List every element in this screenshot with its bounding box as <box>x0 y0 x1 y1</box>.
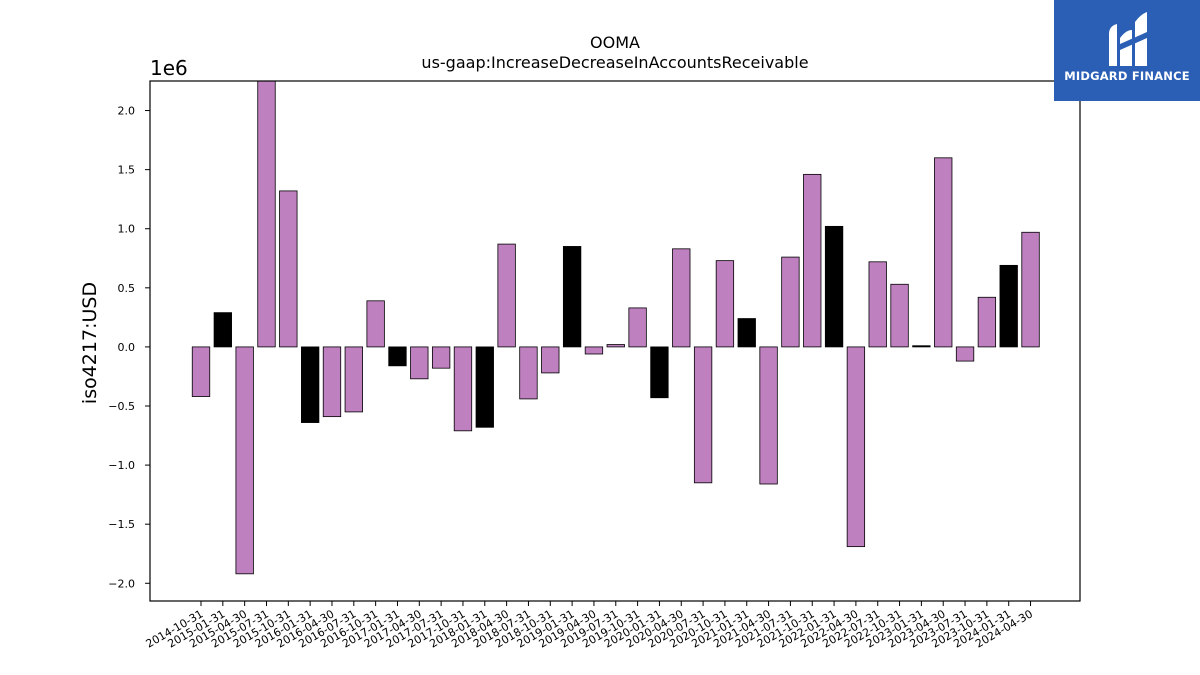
y-tick-label: 0.5 <box>118 282 136 295</box>
bar-2018-04-30 <box>497 243 516 348</box>
y-tick-label: 2.0 <box>118 105 136 118</box>
bar-2017-01-31 <box>388 346 407 367</box>
plot-frame <box>149 80 1081 602</box>
bar-2021-07-31 <box>781 256 800 348</box>
bar-2021-10-31 <box>803 173 822 348</box>
bar-2017-04-30 <box>410 346 429 380</box>
bar-2023-01-31 <box>912 345 931 348</box>
bar-2015-04-30 <box>235 346 254 575</box>
midgard-logo-icon <box>1109 12 1147 66</box>
bar-2023-10-31 <box>977 296 997 348</box>
brand-logo: MIDGARD FINANCE <box>1054 0 1200 101</box>
bar-2020-01-31 <box>650 346 669 399</box>
bar-2024-01-31 <box>999 264 1018 348</box>
y-tick-label: −2.0 <box>108 577 135 590</box>
bar-2019-07-31 <box>606 344 625 348</box>
bar-2024-04-30 <box>1021 231 1040 348</box>
bar-2014-10-31 <box>191 346 211 397</box>
bar-2023-07-31 <box>955 346 975 362</box>
y-tick-label: 0.0 <box>118 341 136 354</box>
x-axis-ticks: 2014-10-312015-01-312015-04-302015-07-31… <box>144 601 1035 651</box>
bar-2017-10-31 <box>453 346 473 432</box>
chart-subtitle: us-gaap:IncreaseDecreaseInAccountsReceiv… <box>421 53 808 72</box>
bar-2021-04-30 <box>759 346 778 485</box>
bar-2016-10-31 <box>366 300 385 348</box>
bar-2018-07-31 <box>519 346 538 400</box>
y-tick-label: −0.5 <box>108 400 135 413</box>
y-tick-label: −1.0 <box>108 459 135 472</box>
bar-2015-10-31 <box>279 190 298 348</box>
bars-group <box>191 80 1040 575</box>
bar-2015-01-31 <box>213 312 232 348</box>
bar-2022-10-31 <box>890 283 909 348</box>
bar-2020-07-31 <box>693 346 713 484</box>
y-offset-label: 1e6 <box>150 56 188 80</box>
bar-2019-01-31 <box>562 246 582 348</box>
bar-2016-04-30 <box>322 346 342 418</box>
bar-2022-07-31 <box>868 261 887 348</box>
y-axis-ticks: −2.0 −1.5 −1.0 −0.5 0.0 0.5 1.0 1.5 2.0 <box>108 105 150 590</box>
y-tick-label: 1.5 <box>118 164 136 177</box>
bar-2022-01-31 <box>824 225 844 348</box>
y-tick-label: 1.0 <box>118 223 136 236</box>
bar-2015-07-31 <box>257 80 276 348</box>
chart-title: OOMA <box>590 33 640 52</box>
bar-2018-01-31 <box>475 346 494 428</box>
y-axis-label: iso4217:USD <box>79 282 101 404</box>
bar-2021-01-31 <box>737 318 756 348</box>
bar-2018-10-31 <box>541 346 560 374</box>
bar-2016-01-31 <box>300 346 320 423</box>
bar-2016-07-31 <box>344 346 363 413</box>
brand-name: MIDGARD FINANCE <box>1064 69 1190 83</box>
bar-2019-10-31 <box>628 307 647 348</box>
bar-2019-04-30 <box>584 346 604 355</box>
bar-2020-04-30 <box>672 248 691 348</box>
bar-2020-10-31 <box>715 260 735 348</box>
y-tick-label: −1.5 <box>108 518 135 531</box>
bar-2017-07-31 <box>431 346 451 369</box>
bar-2022-04-30 <box>846 346 866 548</box>
bar-2023-04-30 <box>934 157 953 348</box>
